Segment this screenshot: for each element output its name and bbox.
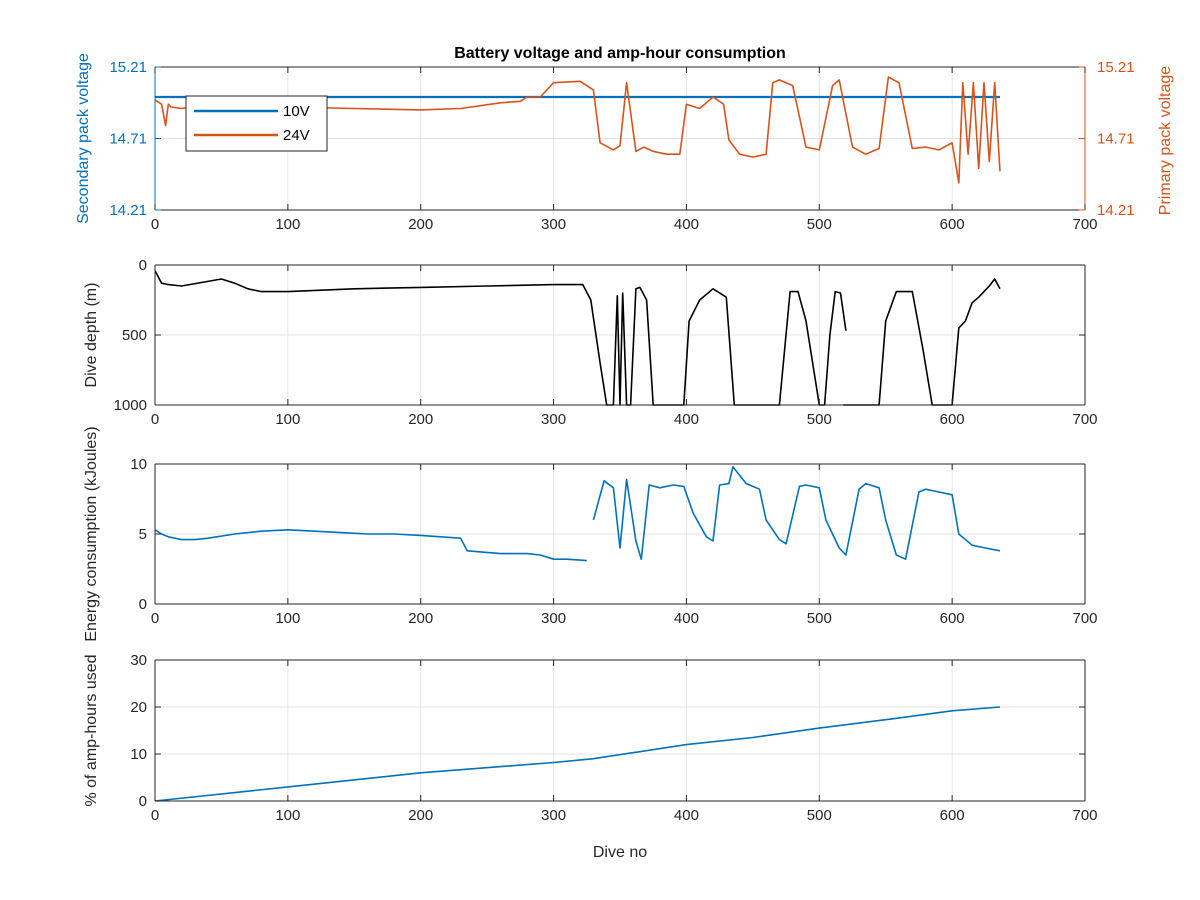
x-tick-label: 500	[807, 411, 832, 428]
series-line-24v	[155, 76, 1001, 184]
series-group	[155, 465, 1001, 562]
x-tick-label: 300	[541, 807, 566, 824]
x-tick-label: 300	[541, 216, 566, 233]
y-tick-label: 20	[130, 699, 147, 716]
series-line-2	[592, 465, 1001, 561]
x-tick-label: 200	[408, 411, 433, 428]
y-tick-label: 0	[139, 793, 147, 810]
y-tick-label-right: 15.21	[1097, 59, 1135, 76]
x-tick-label: 300	[541, 610, 566, 627]
x-tick-label: 600	[940, 610, 965, 627]
x-tick-label: 100	[275, 610, 300, 627]
x-tick-label: 600	[940, 807, 965, 824]
y-tick-label: 10	[130, 456, 147, 473]
x-tick-label: 700	[1072, 411, 1097, 428]
x-tick-label: 700	[1072, 807, 1097, 824]
x-tick-label: 300	[541, 411, 566, 428]
y-tick-label: 0	[139, 257, 147, 274]
x-axis-label: Dive no	[593, 844, 647, 861]
x-tick-label: 0	[151, 610, 159, 627]
chart-panel-2: 0 100 200 300 400 500 600 700 0 500 1000 Dive depth…	[83, 257, 1098, 428]
x-tick-label: 400	[674, 610, 699, 627]
x-tick-label: 600	[940, 216, 965, 233]
x-tick-label: 100	[275, 411, 300, 428]
y-axis-label-right: Primary pack voltage	[1157, 66, 1174, 215]
y-axis-label: Dive depth (m)	[83, 283, 100, 388]
y-axis-label: Secondary pack voltage	[75, 53, 92, 224]
x-tick-label: 700	[1072, 216, 1097, 233]
y-tick-label: 14.21	[109, 202, 147, 219]
x-tick-label: 400	[674, 216, 699, 233]
y-axis-label: % of amp-hours used	[83, 654, 100, 806]
legend-box	[185, 95, 328, 152]
y-tick-label: 10	[130, 746, 147, 763]
x-tick-label: 600	[940, 411, 965, 428]
y-tick-label: 15.21	[109, 59, 147, 76]
series-line-1	[155, 706, 1001, 802]
y-tick-label: 5	[139, 526, 147, 543]
x-tick-label: 100	[275, 807, 300, 824]
chart-panel-1: 0 100 200 300 400 500 600 70014.2114.7115.2114.…	[75, 53, 1174, 233]
series-line-1	[155, 528, 587, 562]
y-tick-label-right: 14.21	[1097, 202, 1135, 219]
x-tick-label: 400	[674, 411, 699, 428]
x-tick-label: 500	[807, 610, 832, 627]
x-tick-label: 0	[151, 807, 159, 824]
legend-label: 24V	[283, 127, 310, 144]
series-group	[155, 706, 1001, 802]
chart-panel-3: 0 100 200 300 400 500 600 700 0 5 10 Energy consump…	[83, 426, 1098, 641]
x-tick-label: 200	[408, 216, 433, 233]
x-tick-label: 0	[151, 411, 159, 428]
y-tick-label: 500	[122, 327, 147, 344]
x-tick-label: 0	[151, 216, 159, 233]
plot-area	[155, 660, 1085, 801]
y-tick-label-right: 14.71	[1097, 131, 1135, 148]
y-tick-label: 0	[139, 596, 147, 613]
x-tick-label: 200	[408, 610, 433, 627]
x-tick-label: 400	[674, 807, 699, 824]
y-axis-label: Energy consumption (kJoules)	[83, 426, 100, 641]
legend-label: 10V	[283, 103, 310, 120]
x-tick-label: 700	[1072, 610, 1097, 627]
y-tick-label: 30	[130, 652, 147, 669]
x-tick-label: 500	[807, 216, 832, 233]
y-tick-label: 1000	[114, 397, 147, 414]
x-tick-label: 200	[408, 807, 433, 824]
x-tick-label: 100	[275, 216, 300, 233]
x-tick-label: 500	[807, 807, 832, 824]
figure-title: Battery voltage and amp-hour consumption	[454, 45, 786, 62]
y-tick-label: 14.71	[109, 131, 147, 148]
chart-panel-4: 0 100 200 300 400 500 600 700 0 10 20 30 % of amp-ho…	[83, 652, 1098, 861]
